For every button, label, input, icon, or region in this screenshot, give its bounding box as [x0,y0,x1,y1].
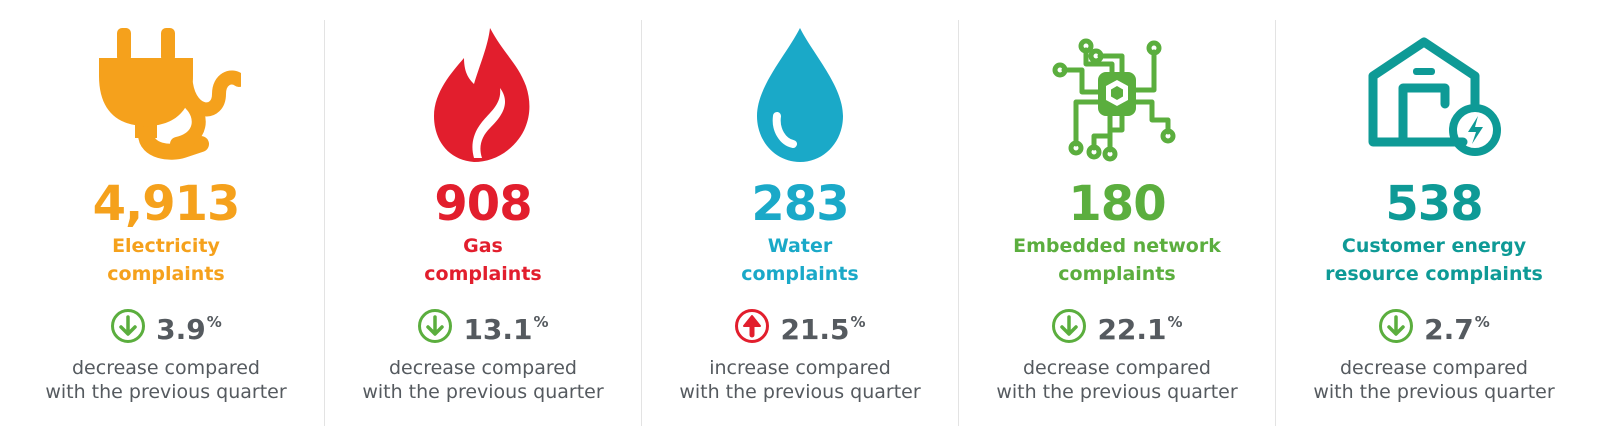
label-gas: Gas complaints [343,232,623,288]
change-description: increase compared with the previous quar… [655,356,945,404]
change-description: decrease compared with the previous quar… [338,356,628,404]
label-line-1: Embedded network [1013,235,1221,257]
desc-line-1: decrease compared [389,357,577,379]
arrow-up-icon [735,309,770,343]
change-gas: 13.1% [417,306,549,346]
card-customer-energy-resource: 538 Customer energy resource complaints … [1275,20,1592,426]
value-gas: 908 [434,176,532,232]
label-line-2: complaints [107,263,225,285]
value-embedded-network: 180 [1068,176,1166,232]
desc-line-1: decrease compared [1023,357,1211,379]
label-embedded-network: Embedded network complaints [977,232,1257,288]
label-electricity: Electricity complaints [26,232,306,288]
desc-line-2: with the previous quarter [679,381,921,403]
value-water: 283 [751,176,849,232]
desc-line-2: with the previous quarter [1313,381,1555,403]
change-embedded-network: 22.1% [1051,306,1183,346]
card-gas: 908 Gas complaints 13.1% decrease compar… [324,20,641,426]
change-customer-energy-resource: 2.7% [1378,306,1490,346]
card-water: 283 Water complaints 21.5% increase comp… [641,20,958,426]
change-electricity: 3.9% [110,306,222,346]
change-percent: 21.5% [780,313,866,346]
change-description: decrease compared with the previous quar… [972,356,1262,404]
flame-icon [408,24,558,164]
arrow-down-icon [1379,309,1414,343]
water-drop-icon [725,24,875,164]
label-line-2: complaints [1058,263,1176,285]
change-percent: 13.1% [463,313,549,346]
plug-icon [91,24,241,164]
change-percent: 22.1% [1097,313,1183,346]
arrow-down-icon [418,309,453,343]
circuit-network-icon [1042,24,1192,164]
desc-line-2: with the previous quarter [45,381,287,403]
desc-line-2: with the previous quarter [362,381,604,403]
card-embedded-network: 180 Embedded network complaints 22.1% de… [958,20,1275,426]
desc-line-1: increase compared [709,357,891,379]
label-line-2: complaints [741,263,859,285]
change-percent: 2.7% [1424,313,1490,346]
arrow-down-icon [111,309,146,343]
label-line-1: Customer energy [1341,235,1527,257]
value-electricity: 4,913 [92,176,241,232]
value-customer-energy-resource: 538 [1385,176,1483,232]
label-customer-energy-resource: Customer energy resource complaints [1294,232,1574,288]
change-percent: 3.9% [156,313,222,346]
arrow-down-icon [1052,309,1087,343]
desc-line-1: decrease compared [72,357,260,379]
change-water: 21.5% [734,306,866,346]
card-electricity: 4,913 Electricity complaints 3.9% decrea… [8,20,324,426]
change-description: decrease compared with the previous quar… [21,356,311,404]
label-line-1: Water [767,235,833,257]
label-line-2: complaints [424,263,542,285]
change-description: decrease compared with the previous quar… [1289,356,1579,404]
label-line-2: resource complaints [1325,263,1543,285]
energy-storage-icon [1359,24,1509,164]
desc-line-1: decrease compared [1340,357,1528,379]
label-line-1: Electricity [112,235,220,257]
desc-line-2: with the previous quarter [996,381,1238,403]
label-water: Water complaints [660,232,940,288]
label-line-1: Gas [463,235,503,257]
